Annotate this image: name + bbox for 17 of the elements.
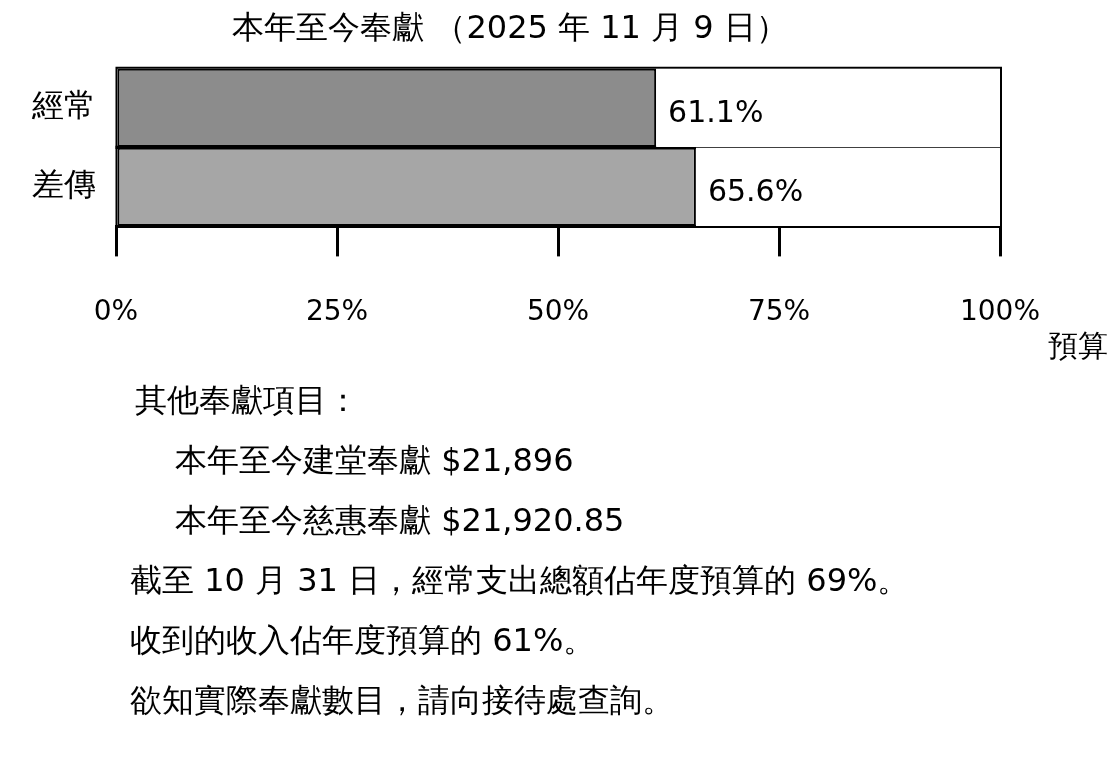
data-label: 61.1% (668, 93, 764, 129)
x-tick-label: 75% (747, 294, 811, 328)
x-tick-label: 0% (93, 294, 139, 328)
text: 其他奉獻項目： (134, 380, 360, 421)
text: 本年至今慈惠奉獻 $21,920.85 (174, 500, 626, 541)
text: 截至 10 月 31 日，經常支出總額佔年度預算的 69%。 (130, 560, 911, 601)
x-axis-title: 預算 (1048, 327, 1108, 363)
y-tick-label: 經常 (31, 86, 96, 125)
chart-title: 本年至今奉獻 （2025 年 11 月 9 日） (232, 7, 788, 46)
y-tick-label: 差傳 (32, 165, 96, 204)
text: 收到的收入佔年度預算的 61%。 (130, 620, 597, 661)
x-tick-label: 25% (305, 294, 369, 328)
x-tick-label: 100% (959, 294, 1041, 328)
text: 欲知實際奉獻數目，請向接待處查詢。 (130, 680, 675, 721)
data-label: 65.6% (707, 172, 804, 208)
x-tick-label: 50% (526, 294, 590, 328)
text: 本年至今建堂奉獻 $21,896 (174, 440, 575, 481)
